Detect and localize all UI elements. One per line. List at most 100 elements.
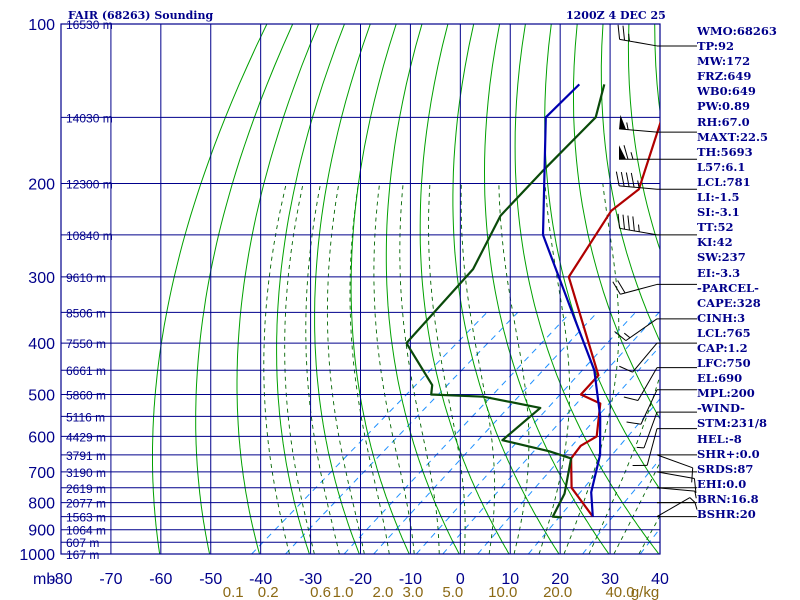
mixing-ratio-line bbox=[285, 312, 519, 554]
temperature-tick-label: -70 bbox=[99, 571, 122, 588]
moist-adiabat bbox=[284, 183, 315, 554]
index-line: STM:231/8 bbox=[697, 416, 768, 431]
moist-adiabat bbox=[563, 183, 620, 554]
index-line: SHR+:0.0 bbox=[697, 446, 760, 461]
wind-barb bbox=[643, 411, 658, 449]
index-line: TT:52 bbox=[697, 220, 734, 235]
temperature-trace bbox=[567, 120, 660, 518]
index-line: RH:67.0 bbox=[697, 114, 750, 129]
isobar-isotherm-grid bbox=[60, 23, 661, 555]
pressure-tick-label: 100 bbox=[28, 17, 55, 34]
height-label: 5116 m bbox=[66, 410, 105, 424]
mixing-ratio-label: 40.0 bbox=[605, 584, 634, 600]
index-line: TH:5693 bbox=[697, 144, 753, 159]
mixing-ratio-label: 5.0 bbox=[442, 584, 463, 600]
dry-adiabat bbox=[514, 24, 660, 554]
parcel-trace bbox=[541, 83, 602, 517]
x-axis-prefix: mb bbox=[33, 571, 55, 588]
wind-barb-half-flag bbox=[626, 122, 629, 130]
mixing-ratio-line bbox=[477, 345, 660, 554]
moist-adiabat bbox=[326, 183, 365, 554]
index-line: BRN:16.8 bbox=[697, 491, 759, 506]
index-line: SI:-3.1 bbox=[697, 205, 740, 220]
wind-barb bbox=[620, 283, 658, 295]
dry-adiabat bbox=[236, 24, 320, 554]
temperature-tick-label: 10 bbox=[501, 571, 519, 588]
wind-barb bbox=[637, 367, 658, 401]
mixing-ratio-label: 0.6 bbox=[310, 584, 331, 600]
wind-barb bbox=[646, 428, 658, 466]
dry-adiabat bbox=[350, 24, 410, 554]
index-line: PW:0.89 bbox=[697, 99, 751, 114]
index-line: LCL:765 bbox=[697, 325, 751, 340]
wind-barb bbox=[656, 471, 695, 479]
pressure-tick-label: 700 bbox=[28, 465, 55, 482]
wind-barb-flag bbox=[626, 421, 642, 425]
wind-barb bbox=[632, 342, 658, 373]
moist-adiabat bbox=[428, 183, 466, 554]
height-label: 607 m bbox=[66, 536, 99, 550]
wind-barb bbox=[625, 318, 658, 342]
pressure-tick-label: 400 bbox=[28, 336, 55, 353]
temperature-tick-label: -80 bbox=[49, 571, 72, 588]
wind-barb-flag bbox=[619, 365, 633, 373]
wind-barb-flag bbox=[615, 171, 620, 187]
height-label: 1064 m bbox=[66, 524, 106, 538]
index-line: CAP:1.2 bbox=[697, 340, 748, 355]
temperature-tick-label: 40 bbox=[651, 571, 669, 588]
height-label: 2077 m bbox=[66, 497, 106, 511]
chart-title: FAIR (68263) Sounding bbox=[68, 9, 214, 22]
index-line: -WIND- bbox=[697, 401, 745, 416]
height-label: 12300 m bbox=[66, 178, 113, 192]
pressure-tick-label: 200 bbox=[28, 177, 55, 194]
temperature-tick-label: -20 bbox=[349, 571, 372, 588]
temperature-tick-label: -50 bbox=[199, 571, 222, 588]
wind-barb-half-flag bbox=[630, 152, 634, 160]
index-line: HEL:-8 bbox=[697, 431, 742, 446]
index-line: CINH:3 bbox=[697, 310, 746, 325]
mixing-ratio-line bbox=[582, 458, 660, 554]
temperature-tick-label: 30 bbox=[601, 571, 619, 588]
height-label: 9610 m bbox=[66, 271, 106, 285]
wind-barb-flag bbox=[623, 396, 639, 402]
mixing-ratio-label: 0.2 bbox=[258, 584, 279, 600]
moist-adiabat bbox=[263, 183, 290, 554]
wind-barb bbox=[619, 38, 658, 47]
height-label: 2619 m bbox=[66, 482, 106, 496]
moist-adiabat bbox=[498, 183, 530, 554]
wind-barb-half-flag bbox=[623, 332, 631, 339]
wind-barb bbox=[619, 227, 658, 236]
wind-barb-pennant bbox=[619, 145, 626, 160]
height-label: 16530 m bbox=[66, 18, 113, 32]
index-line: WMO:68263 bbox=[697, 24, 777, 38]
index-line: WB0:649 bbox=[697, 84, 756, 99]
wind-barb-flag bbox=[625, 172, 630, 187]
wind-barb-half-flag bbox=[637, 180, 640, 188]
wind-barb-flag bbox=[617, 213, 621, 229]
pressure-tick-label: 800 bbox=[28, 496, 55, 513]
wind-barb-flag bbox=[632, 216, 635, 231]
wind-barb bbox=[640, 389, 658, 425]
height-label: 8506 m bbox=[66, 306, 106, 320]
index-line: MPL:200 bbox=[697, 386, 755, 401]
mixing-ratio-label: 0.1 bbox=[223, 584, 244, 600]
dry-adiabat bbox=[544, 24, 660, 491]
wind-barb bbox=[619, 185, 658, 190]
mixing-ratio-label: 1.0 bbox=[333, 584, 354, 600]
height-label: 14030 m bbox=[66, 111, 113, 125]
index-line: LI:-1.5 bbox=[697, 190, 740, 205]
wind-barb-half-flag bbox=[628, 33, 630, 42]
dry-adiabat bbox=[152, 24, 268, 554]
temperature-tick-label: -40 bbox=[249, 571, 272, 588]
moist-adiabat bbox=[373, 183, 415, 554]
indices-panel: WMO:68263 TP:92 MW:172 FRZ:649 WB0:649 PW:0.8… bbox=[697, 24, 800, 522]
temperature-tick-label: 0 bbox=[456, 571, 465, 588]
index-line: SW:237 bbox=[697, 250, 746, 265]
index-line: EHI:0.0 bbox=[697, 476, 747, 491]
moist-adiabat bbox=[460, 183, 496, 554]
wind-barb-half-flag bbox=[689, 497, 696, 504]
valid-time: 1200Z 4 DEC 25 bbox=[566, 9, 666, 22]
wind-barb-flag bbox=[612, 281, 621, 295]
